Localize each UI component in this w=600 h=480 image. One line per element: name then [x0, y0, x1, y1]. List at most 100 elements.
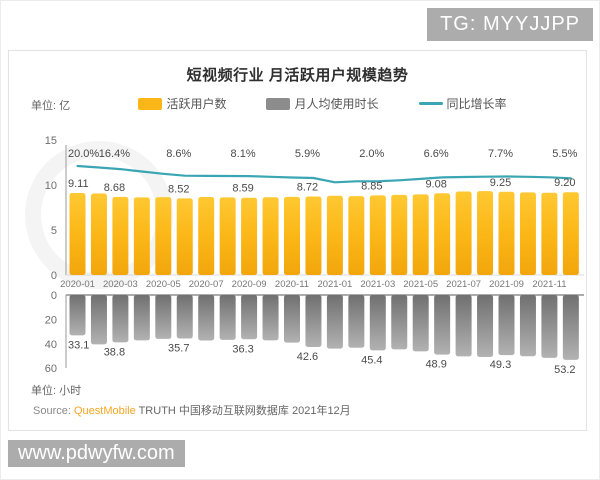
- source-prefix: Source:: [33, 405, 74, 417]
- active-users-bar: [519, 192, 536, 275]
- source-brand: QuestMobile: [73, 405, 136, 417]
- active-users-bar: [434, 193, 451, 275]
- growth-rate-label: 5.5%: [552, 148, 577, 160]
- usage-hours-bar: [434, 295, 451, 355]
- active-users-bar: [326, 195, 343, 275]
- legend: 活跃用户数 月人均使用时长 同比增长率: [99, 95, 546, 112]
- active-users-value-label: 9.08: [425, 178, 446, 190]
- site-watermark: www.pdwyfw.com: [8, 440, 185, 467]
- usage-hours-bar: [541, 295, 558, 358]
- x-axis-label: 2021-01: [317, 279, 352, 290]
- source-line: Source: QuestMobile TRUTH 中国移动互联网数据库 202…: [33, 402, 351, 418]
- active-users-bar: [498, 191, 515, 275]
- x-axis-label: 2020-11: [275, 279, 309, 290]
- usage-hours-bar: [326, 295, 343, 349]
- usage-hours-value-label: 36.3: [232, 343, 253, 355]
- active-users-bar: [455, 191, 472, 275]
- usage-hours-bar: [455, 295, 472, 357]
- usage-hours-value-label: 53.2: [554, 364, 575, 376]
- legend-label-active-users: 活跃用户数: [166, 97, 227, 111]
- active-users-bar: [284, 196, 300, 275]
- usage-hours-bar: [477, 295, 494, 357]
- usage-hours-bar: [176, 295, 193, 339]
- active-users-bar: [541, 192, 558, 275]
- active-users-bar: [391, 194, 408, 275]
- legend-label-growth-rate: 同比增长率: [446, 97, 507, 111]
- chart-card: 短视频行业 月活跃用户规模趋势 单位: 亿 活跃用户数 月人均使用时长 同比增长…: [8, 50, 587, 431]
- growth-rate-line: [76, 164, 572, 184]
- usage-hours-value-label: 33.1: [68, 339, 89, 351]
- dual-bar-line-chart: 20.0% 9.11 33.1 16.4% 8.68 38.8 8.6% 8.52 35.7 8.…: [25, 135, 584, 376]
- usage-hours-bar: [348, 295, 365, 348]
- usage-hours-value-label: 35.7: [168, 343, 189, 355]
- active-users-bar: [348, 196, 365, 275]
- growth-rate-label: 6.6%: [424, 148, 449, 160]
- usage-hours-value-label: 38.8: [104, 346, 125, 358]
- growth-rate-label: 16.4%: [99, 148, 130, 160]
- active-users-bar: [412, 194, 429, 275]
- x-axis-label: 2020-03: [103, 279, 138, 290]
- x-axis-label: 2020-09: [232, 279, 267, 290]
- usage-hours-bar: [69, 295, 86, 336]
- x-axis-label: 2021-07: [446, 279, 481, 290]
- active-users-bar: [198, 197, 215, 275]
- top-y-axis-tick: 15: [45, 135, 57, 147]
- active-users-bar: [219, 197, 236, 275]
- growth-rate-label: 5.9%: [295, 148, 320, 160]
- active-users-value-label: 8.68: [104, 182, 125, 194]
- x-axis-label: 2021-05: [403, 279, 438, 290]
- usage-hours-bar: [412, 295, 429, 352]
- active-users-value-label: 9.25: [490, 177, 511, 189]
- active-users-bar: [562, 192, 579, 275]
- usage-hours-value-label: 48.9: [425, 359, 446, 371]
- bottom-y-axis-tick: 20: [45, 314, 57, 326]
- active-users-bar: [69, 193, 86, 275]
- usage-hours-bar: [133, 295, 150, 341]
- active-users-value-label: 8.59: [232, 183, 253, 195]
- top-y-axis-tick: 10: [45, 180, 57, 192]
- active-users-value-label: 8.85: [361, 180, 382, 192]
- growth-rate-label: 7.7%: [488, 148, 513, 160]
- usage-hours-bar: [519, 295, 536, 357]
- usage-hours-bar: [369, 295, 386, 351]
- x-axis-label: 2021-11: [532, 279, 566, 290]
- teal-line-swatch-icon: [418, 102, 443, 105]
- usage-hours-bar: [262, 295, 279, 341]
- active-users-value-label: 8.72: [297, 182, 318, 194]
- usage-hours-bar: [219, 295, 236, 340]
- top-y-axis-tick: 5: [51, 225, 57, 237]
- x-axis-label: 2021-03: [360, 279, 395, 290]
- active-users-bar: [133, 197, 150, 275]
- active-users-bar: [369, 195, 386, 275]
- bottom-y-axis-tick: 60: [45, 363, 57, 375]
- legend-item-growth-rate: 同比增长率: [418, 95, 507, 112]
- active-users-bar: [155, 197, 172, 275]
- usage-hours-bar: [90, 295, 107, 345]
- usage-hours-bar: [112, 295, 129, 343]
- growth-rate-label: 8.6%: [166, 148, 191, 160]
- source-rest: TRUTH 中国移动互联网数据库 2021年12月: [135, 405, 351, 417]
- active-users-bar: [90, 193, 107, 275]
- usage-hours-bar: [284, 295, 300, 343]
- growth-rate-label: 2.0%: [359, 148, 384, 160]
- active-users-bar: [305, 196, 322, 275]
- usage-hours-value-label: 45.4: [361, 354, 382, 366]
- legend-item-active-users: 活跃用户数: [138, 95, 226, 112]
- usage-hours-bar: [391, 295, 408, 350]
- telegram-watermark-badge: TG: MYYJJPP: [427, 8, 593, 41]
- page-title: 短视频行业 月活跃用户规模趋势: [186, 67, 409, 84]
- unit-top-label: 单位: 亿: [31, 100, 71, 112]
- usage-hours-bar: [198, 295, 215, 341]
- growth-rate-label: 20.0%: [68, 148, 99, 160]
- x-axis-label: 2020-07: [189, 279, 224, 290]
- active-users-value-label: 9.20: [554, 177, 575, 189]
- usage-hours-bar: [305, 295, 322, 347]
- usage-hours-bar: [562, 295, 579, 360]
- unit-bottom-label: 单位: 小时: [31, 385, 82, 397]
- usage-hours-bar: [155, 295, 172, 339]
- active-users-bar: [241, 197, 258, 275]
- bottom-y-axis-tick: 40: [45, 339, 57, 351]
- top-y-axis-tick: 0: [51, 270, 57, 282]
- gray-bar-swatch-icon: [266, 97, 291, 110]
- active-users-bar: [176, 198, 193, 275]
